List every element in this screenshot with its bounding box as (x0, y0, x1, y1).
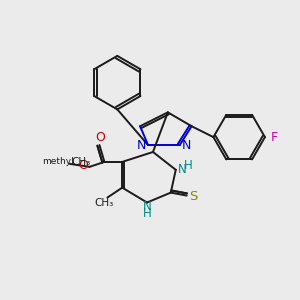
Text: methyl: methyl (42, 158, 74, 166)
Text: N: N (182, 139, 191, 152)
Text: CH₃: CH₃ (72, 157, 91, 167)
Text: N: N (136, 139, 146, 152)
Text: N: N (143, 200, 152, 213)
Text: CH₃: CH₃ (95, 199, 114, 208)
Text: F: F (270, 130, 278, 144)
Text: S: S (189, 190, 198, 203)
Text: H: H (143, 207, 152, 220)
Text: H: H (184, 159, 193, 172)
Text: N: N (178, 163, 187, 176)
Text: O: O (95, 130, 105, 144)
Text: O: O (79, 159, 88, 172)
